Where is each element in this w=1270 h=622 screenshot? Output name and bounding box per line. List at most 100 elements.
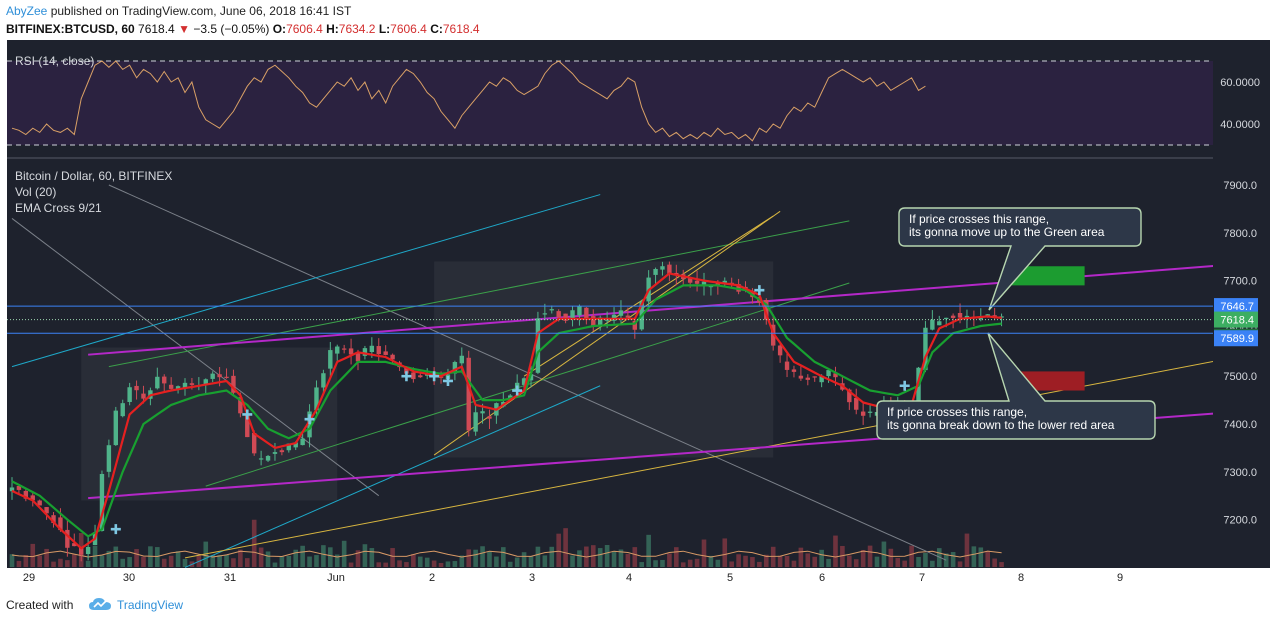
open-label: O: bbox=[272, 22, 287, 36]
volume-bar bbox=[293, 549, 299, 567]
volume-bar bbox=[459, 555, 465, 567]
volume-bar bbox=[224, 554, 229, 567]
candle-body bbox=[805, 377, 810, 380]
rsi-tick-label: 60.0000 bbox=[1220, 77, 1260, 89]
rsi-title: RSI (14, close) bbox=[15, 54, 94, 68]
volume-bar bbox=[445, 561, 451, 567]
volume-bar bbox=[314, 555, 319, 567]
tradingview-link[interactable]: TradingView bbox=[117, 598, 184, 612]
volume-bar bbox=[950, 552, 956, 567]
volume-bar bbox=[604, 544, 610, 567]
candle-body bbox=[404, 367, 409, 374]
volume-bar bbox=[51, 561, 56, 567]
volume-bar bbox=[798, 547, 804, 567]
volume-bar bbox=[390, 548, 395, 567]
chart-canvas[interactable]: 60.0000 40.0000 RSI (14, close) If price c… bbox=[0, 40, 1270, 590]
volume-bar bbox=[44, 548, 49, 567]
close-label: C: bbox=[430, 22, 443, 36]
volume-bar bbox=[16, 560, 22, 567]
candle-body bbox=[348, 348, 354, 355]
volume-bar bbox=[570, 555, 575, 567]
volume-bar bbox=[680, 562, 686, 567]
volume-bar bbox=[251, 519, 257, 567]
candle-body bbox=[134, 385, 139, 391]
candle-body bbox=[833, 373, 838, 378]
candle-body bbox=[791, 369, 797, 372]
callout-text: its gonna break down to the lower red ar… bbox=[887, 418, 1115, 432]
price-plot-area: If price crosses this range,its gonna mo… bbox=[9, 184, 1213, 568]
volume-bar bbox=[577, 550, 582, 567]
time-tick-label: 8 bbox=[1018, 572, 1024, 584]
rsi-pane: 60.0000 40.0000 RSI (14, close) bbox=[7, 54, 1260, 146]
candle-body bbox=[916, 367, 921, 414]
callout-text: If price crosses this range, bbox=[887, 405, 1027, 419]
symbol-label: BITFINEX:BTCUSD, 60 bbox=[6, 22, 135, 36]
candle-body bbox=[113, 410, 118, 446]
volume-bar bbox=[632, 547, 638, 567]
candle-body bbox=[328, 350, 333, 369]
candle-body bbox=[819, 375, 824, 383]
candle-body bbox=[687, 278, 693, 283]
candle-body bbox=[72, 543, 77, 547]
volume-bar bbox=[452, 561, 458, 567]
candle-body bbox=[286, 443, 291, 451]
volume-bar bbox=[383, 562, 388, 567]
candle-body bbox=[812, 376, 817, 378]
candle-body bbox=[65, 529, 70, 548]
volume-bar bbox=[957, 561, 963, 567]
volume-bar bbox=[168, 555, 174, 567]
candle-body bbox=[854, 397, 859, 410]
candle-body bbox=[217, 374, 222, 378]
candle-body bbox=[535, 318, 541, 373]
candle-body bbox=[930, 319, 935, 330]
volume-bar bbox=[860, 549, 866, 567]
shaded-box bbox=[434, 261, 774, 458]
candle-body bbox=[771, 324, 776, 346]
candle-body bbox=[598, 317, 603, 326]
volume-bar bbox=[369, 548, 375, 567]
candle-body bbox=[660, 266, 665, 270]
price-pane: If price crosses this range,its gonna mo… bbox=[7, 169, 1258, 568]
volume-bar bbox=[964, 533, 970, 567]
candle-body bbox=[210, 373, 215, 379]
ema-cross-marker bbox=[401, 371, 412, 382]
volume-bar bbox=[182, 558, 188, 567]
candle-body bbox=[106, 445, 112, 472]
candle-body bbox=[798, 375, 804, 379]
volume-bar bbox=[71, 554, 77, 567]
candle-body bbox=[335, 346, 340, 354]
volume-bar bbox=[279, 556, 285, 567]
time-tick-label: 31 bbox=[224, 572, 236, 584]
volume-bar bbox=[431, 560, 437, 567]
candle-body bbox=[473, 412, 478, 432]
open-value: 7606.4 bbox=[286, 22, 323, 36]
volume-bar bbox=[819, 549, 824, 567]
volume-bar bbox=[411, 554, 416, 567]
chart-header: AbyZee published on TradingView.com, Jun… bbox=[0, 0, 1270, 40]
lower-callout: If price crosses this range,its gonna br… bbox=[876, 332, 1156, 440]
candle-body bbox=[923, 327, 928, 371]
time-axis: 29 30 31 Jun 2 3 4 5 6 7 8 9 bbox=[23, 572, 1123, 584]
candle-body bbox=[85, 547, 91, 555]
price-tick-label: 7700.0 bbox=[1223, 276, 1257, 288]
candle-body bbox=[390, 354, 395, 360]
candle-body bbox=[459, 355, 464, 364]
candle-body bbox=[120, 403, 125, 417]
callout-bubble bbox=[898, 207, 1142, 311]
candle-body bbox=[701, 281, 707, 286]
volume-bar bbox=[646, 534, 651, 567]
volume-bar bbox=[258, 547, 264, 567]
author-link[interactable]: AbyZee bbox=[6, 4, 48, 18]
candle-body bbox=[182, 382, 188, 389]
volume-bar bbox=[770, 546, 776, 567]
volume-bar bbox=[833, 535, 838, 567]
candle-body bbox=[556, 311, 561, 318]
volume-bar bbox=[694, 558, 700, 567]
change-arrow: ▼ bbox=[178, 22, 190, 36]
low-label: L: bbox=[378, 22, 391, 36]
ema-cross-marker bbox=[429, 371, 440, 382]
close-value: 7618.4 bbox=[442, 22, 480, 36]
time-tick-label: 29 bbox=[23, 572, 35, 584]
candle-body bbox=[784, 361, 790, 370]
candle-body bbox=[992, 315, 997, 317]
